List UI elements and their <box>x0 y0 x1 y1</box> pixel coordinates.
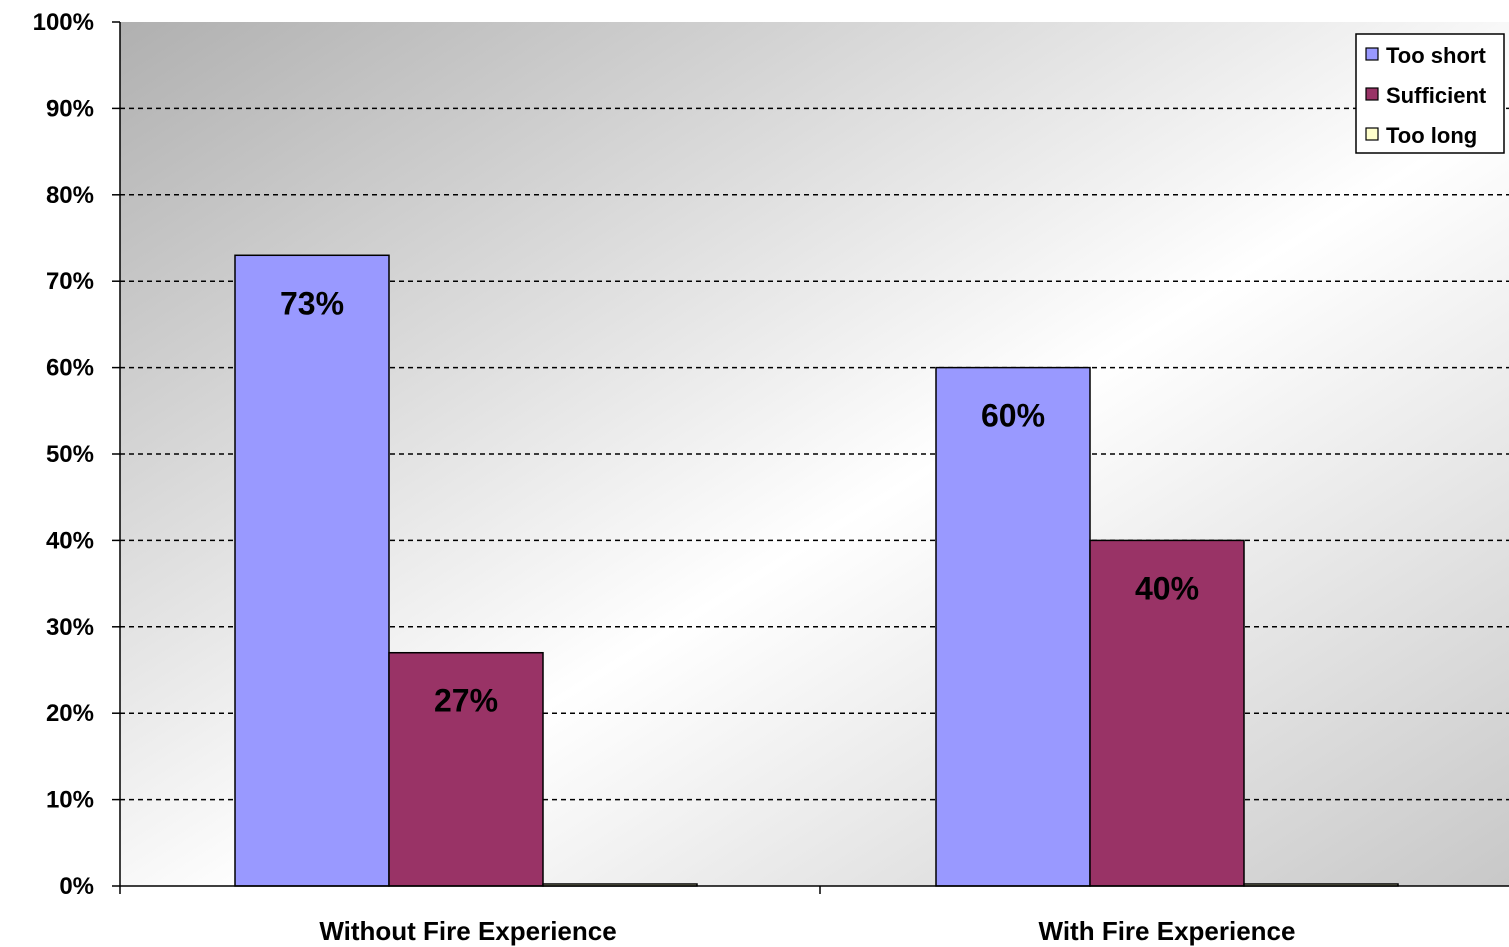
y-tick-label: 80% <box>46 182 94 209</box>
bar <box>1089 539 1245 887</box>
y-tick-label: 10% <box>46 787 94 814</box>
data-label: 27% <box>434 683 498 719</box>
legend-label: Sufficient <box>1386 83 1487 108</box>
data-label: 60% <box>981 398 1045 434</box>
legend-label: Too long <box>1386 123 1477 148</box>
legend-swatch <box>1365 127 1379 141</box>
axes <box>119 22 1509 894</box>
y-tick-label: 60% <box>46 355 94 382</box>
x-tick-label: With Fire Experience <box>1039 916 1296 946</box>
bar <box>388 651 544 887</box>
legend-swatch <box>1365 87 1379 101</box>
y-tick-label: 90% <box>46 95 94 122</box>
y-axis-ticks: 0% 10% 20% 30% 40% 50% 60% 70% 80% 90% 100% <box>33 9 120 900</box>
y-tick-label: 0% <box>59 873 94 900</box>
y-tick-label: 30% <box>46 614 94 641</box>
y-tick-label: 20% <box>46 700 94 727</box>
x-axis-labels: Without Fire Experience With Fire Experie… <box>319 916 1295 946</box>
legend-label: Too short <box>1386 43 1486 68</box>
x-tick-label: Without Fire Experience <box>319 916 616 946</box>
legend: Too short Sufficient Too long <box>1355 33 1505 154</box>
data-label: 40% <box>1135 570 1199 606</box>
y-tick-label: 50% <box>46 441 94 468</box>
legend-swatch <box>1365 47 1379 61</box>
bar <box>234 254 390 887</box>
y-tick-label: 70% <box>46 268 94 295</box>
y-tick-label: 100% <box>33 9 94 36</box>
bar <box>935 366 1091 887</box>
data-label: 73% <box>280 285 344 321</box>
bars <box>234 254 1399 887</box>
y-tick-label: 40% <box>46 527 94 554</box>
data-labels: 73% 27% 60% 40% <box>280 285 1199 718</box>
legend-box <box>1355 33 1505 154</box>
